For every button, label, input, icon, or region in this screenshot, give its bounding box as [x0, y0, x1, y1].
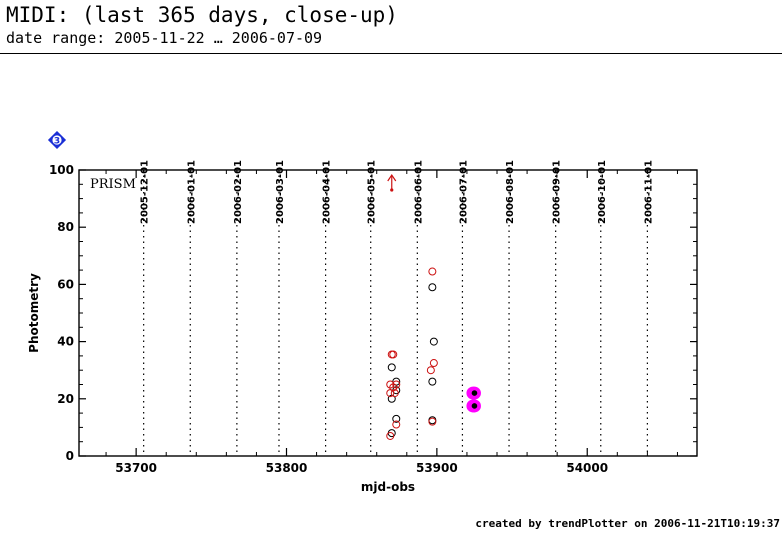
y-tick-label: 40 — [57, 335, 74, 349]
month-tick-label: 2006-08-01 — [505, 160, 516, 224]
badge-label: 3 — [54, 137, 60, 147]
month-tick-label: 2006-10-01 — [597, 160, 608, 224]
month-grid-layer: 2005-12-01 2006-01-01 2006-02-01 2006-03-01… — [140, 160, 654, 456]
month-tick-label: 2006-04-01 — [322, 160, 333, 224]
month-tick-label: 2006-02-01 — [233, 160, 244, 224]
black-data-point — [428, 283, 437, 292]
x-tick-label: 53800 — [266, 461, 308, 475]
red-data-point — [389, 350, 398, 359]
month-tick-label: 2005-12-01 — [140, 160, 151, 224]
black-data-point — [428, 377, 437, 386]
highlighted-data-point — [471, 403, 478, 409]
red-data-point — [429, 359, 438, 368]
x-axis-label: mjd-obs — [361, 480, 415, 494]
month-tick-label: 2006-03-01 — [275, 160, 286, 224]
month-tick-label: 2006-11-01 — [643, 160, 654, 224]
x-tick-label: 53900 — [416, 461, 458, 475]
axes-layer: 0 20 40 60 80 100 53700 53800 53900 54000 — [49, 163, 697, 475]
page-title: MIDI: (last 365 days, close-up) — [6, 3, 398, 27]
black-data-point — [429, 337, 438, 346]
y-axis-label: Photometry — [27, 273, 41, 353]
black-data-point — [392, 414, 401, 423]
footer-credit: created by trendPlotter on 2006-11-21T10… — [475, 517, 780, 530]
month-tick-label: 2006-05-01 — [367, 160, 378, 224]
y-tick-label: 60 — [57, 277, 74, 291]
red-data-point — [392, 420, 401, 429]
red-data-point — [386, 431, 395, 440]
red-data-point — [428, 267, 437, 276]
month-tick-label: 2006-09-01 — [552, 160, 563, 224]
panel-label: PRISM — [90, 177, 136, 192]
y-tick-label: 20 — [57, 392, 74, 406]
month-tick-label: 2006-01-01 — [186, 160, 197, 224]
y-tick-label: 0 — [66, 449, 74, 463]
red-data-point — [392, 380, 401, 389]
off-scale-point — [390, 188, 394, 192]
x-tick-label: 54000 — [566, 461, 608, 475]
red-data-point — [426, 366, 435, 375]
black-data-point — [387, 363, 396, 372]
data-points-layer — [386, 173, 481, 440]
red-data-point — [390, 389, 399, 398]
off-scale-arrow-head — [387, 173, 397, 182]
y-tick-label: 100 — [49, 163, 74, 177]
month-tick-label: 2006-07-01 — [458, 160, 469, 224]
date-range-subtitle: date range: 2005-11-22 … 2006-07-09 — [6, 29, 323, 47]
month-tick-label: 2006-06-01 — [413, 160, 424, 224]
chip-badge-icon: 3 — [47, 130, 67, 150]
header-divider — [0, 53, 782, 54]
red-data-point — [428, 417, 437, 426]
y-tick-label: 80 — [57, 220, 74, 234]
highlighted-data-point — [471, 390, 478, 396]
x-tick-label: 53700 — [115, 461, 157, 475]
